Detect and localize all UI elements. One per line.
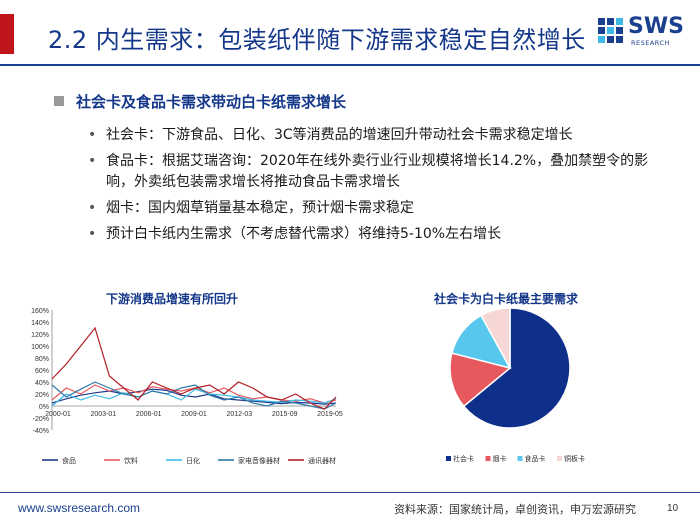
y-tick-label: 40% <box>35 380 49 387</box>
y-tick-label: 100% <box>31 344 49 351</box>
bullet-item: • 社会卡：下游食品、日化、3C等消费品的增速回升带动社会卡需求稳定增长 <box>86 125 676 146</box>
legend-label: 食品 <box>62 456 76 465</box>
legend-swatch <box>485 456 491 461</box>
pie-chart-title: 社会卡为白卡纸最主要需求 <box>434 292 579 306</box>
y-tick-label: -40% <box>33 428 49 435</box>
bullet-text: 预计白卡纸内生需求（不考虑替代需求）将维持5-10%左右增长 <box>106 226 502 242</box>
legend-swatch <box>517 456 523 461</box>
logo-subtext: RESEARCH <box>631 39 670 47</box>
pie-chart: 社会卡 烟卡 食品卡 铜板卡 <box>446 307 585 463</box>
sws-logo: SWS RESEARCH <box>598 14 688 50</box>
bullet-dot-icon: • <box>88 153 97 169</box>
footer-divider <box>0 492 700 493</box>
y-tick-label: 80% <box>35 356 49 363</box>
x-tick-label: 2015-09 <box>272 411 298 418</box>
series-line <box>51 326 337 410</box>
x-tick-label: 2019-05 <box>317 411 343 418</box>
y-tick-label: 0% <box>39 404 49 411</box>
line-chart: 160% 140% 120% 100% 80% 60% 40% 20% 0% -20% -40% 20… <box>31 308 343 465</box>
page-number: 10 <box>667 503 679 514</box>
legend-label: 铜板卡 <box>564 454 585 463</box>
pie-slice <box>449 352 512 408</box>
x-tick-label: 2003-01 <box>90 411 116 418</box>
y-tick-label: -20% <box>33 416 49 423</box>
legend-label: 家电音像器材 <box>238 456 280 465</box>
bullet-text: 烟卡：国内烟草销量基本稳定，预计烟卡需求稳定 <box>106 200 414 216</box>
bullet-item: • 烟卡：国内烟草销量基本稳定，预计烟卡需求稳定 <box>86 198 676 219</box>
bullet-item: • 预计白卡纸内生需求（不考虑替代需求）将维持5-10%左右增长 <box>86 224 676 245</box>
bullet-list: • 社会卡：下游食品、日化、3C等消费品的增速回升带动社会卡需求稳定增长 • 食品卡… <box>86 125 676 250</box>
footer-source: 资料来源：国家统计局，卓创资讯，申万宏源研究 <box>394 503 636 516</box>
bullet-dot-icon: • <box>88 226 97 242</box>
pie-slice <box>462 307 571 429</box>
legend-label: 通讯器材 <box>308 456 336 465</box>
legend-swatch <box>446 456 451 461</box>
bullet-text: 食品卡：根据艾瑞咨询：2020年在线外卖行业行业规模将增长14.2%，叠加禁塑令… <box>106 153 649 190</box>
y-tick-label: 20% <box>35 392 49 399</box>
pie-slice <box>480 307 511 369</box>
x-tick-label: 2012-03 <box>226 411 252 418</box>
legend-label: 饮料 <box>124 456 138 465</box>
series-line <box>51 388 337 407</box>
series-line <box>51 388 337 405</box>
line-chart-title: 下游消费品增速有所回升 <box>106 292 239 306</box>
x-tick-label: 2009-01 <box>181 411 207 418</box>
title-accent-bar <box>0 14 14 54</box>
footer-website[interactable]: www.swsresearch.com <box>18 501 141 515</box>
bullet-dot-icon: • <box>88 200 97 216</box>
y-tick-label: 160% <box>31 308 49 315</box>
legend-label: 食品卡 <box>525 454 546 463</box>
legend-swatch <box>557 456 562 461</box>
legend-label: 烟卡 <box>493 454 507 463</box>
legend-label: 社会卡 <box>453 454 474 463</box>
page-title: 2.2 内生需求：包装纸伴随下游需求稳定自然增长 <box>48 26 586 54</box>
y-tick-label: 120% <box>31 332 49 339</box>
y-tick-label: 60% <box>35 368 49 375</box>
bullet-text: 社会卡：下游食品、日化、3C等消费品的增速回升带动社会卡需求稳定增长 <box>106 127 573 143</box>
title-bar: 2.2 内生需求：包装纸伴随下游需求稳定自然增长 SWS RESEARCH <box>0 0 700 64</box>
y-tick-label: 140% <box>31 320 49 327</box>
x-tick-label: 2006-01 <box>136 411 162 418</box>
logo-wordmark: SWS <box>628 14 684 39</box>
series-line <box>51 381 337 410</box>
bullet-dot-icon: • <box>88 127 97 143</box>
title-divider <box>0 64 700 66</box>
x-tick-label: 2000-01 <box>45 411 71 418</box>
legend-label: 日化 <box>186 456 200 465</box>
logo-grid-icon <box>598 18 623 43</box>
section-square-icon <box>54 96 64 106</box>
section-heading: 社会卡及食品卡需求带动白卡纸需求增长 <box>76 93 347 111</box>
bullet-item: • 食品卡：根据艾瑞咨询：2020年在线外卖行业行业规模将增长14.2%，叠加禁塑… <box>86 151 676 193</box>
